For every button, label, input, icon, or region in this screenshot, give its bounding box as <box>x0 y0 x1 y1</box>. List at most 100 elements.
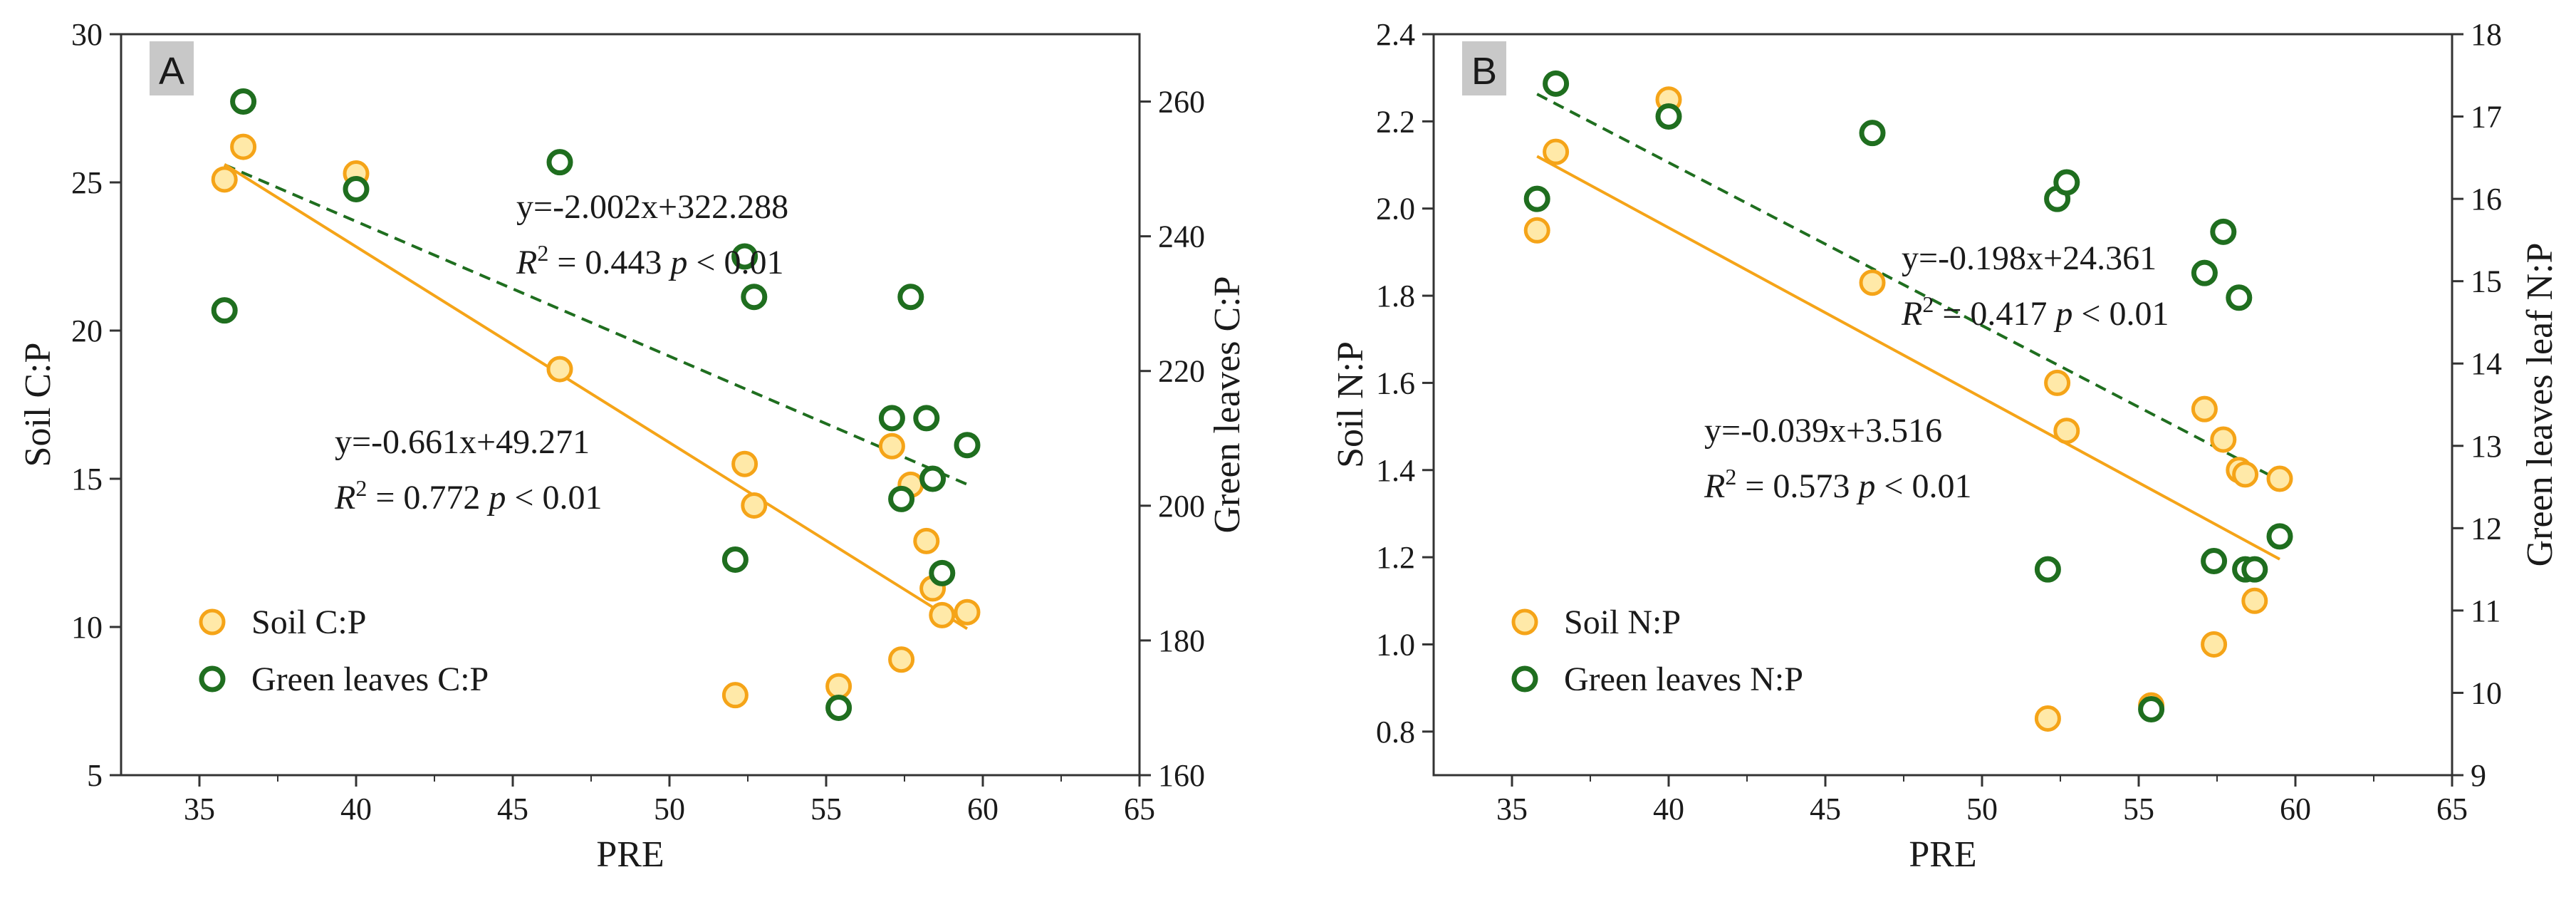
legend-label: Green leaves N:P <box>1564 660 1803 698</box>
fit-r2-line: R2 = 0.772 p < 0.01 <box>334 475 602 517</box>
x-tick-label: 55 <box>810 792 842 826</box>
panel-label: B <box>1471 50 1497 93</box>
y-right-tick-label: 18 <box>2471 17 2502 52</box>
x-tick-label: 65 <box>2436 792 2468 826</box>
y-right-tick-label: 180 <box>1158 623 1205 658</box>
x-axis-title: PRE <box>596 834 664 875</box>
leaf-point <box>2138 696 2165 723</box>
y-left-tick-label: 30 <box>71 17 103 52</box>
leaf-point <box>721 546 749 573</box>
soil-point <box>878 432 905 460</box>
leaf-point <box>230 88 257 115</box>
x-tick-label: 50 <box>654 792 685 826</box>
soil-point <box>721 682 749 709</box>
leaf-point <box>2266 523 2293 550</box>
soil-point <box>211 166 238 193</box>
panel-label-box <box>150 41 194 95</box>
fit-equation: y=-0.661x+49.271 <box>335 423 590 461</box>
y-right-tick-label: 200 <box>1158 489 1205 524</box>
leaf-point <box>897 284 924 311</box>
y-left-tick-label: 25 <box>71 165 103 200</box>
legend-marker <box>199 665 226 693</box>
panel-label: A <box>159 50 184 93</box>
leaf-point <box>2191 259 2218 286</box>
leaf-point <box>954 432 981 459</box>
y-right-tick-label: 14 <box>2471 346 2502 381</box>
soil-point <box>1523 217 1550 244</box>
x-tick-label: 40 <box>340 792 372 826</box>
soil-point <box>888 646 915 673</box>
y-left-tick-label: 5 <box>87 758 103 793</box>
x-axis-title: PRE <box>1909 834 1976 875</box>
leaf-point <box>878 405 905 432</box>
y-right-tick-label: 16 <box>2471 182 2502 217</box>
y-left-axis-title: Soil C:P <box>18 343 58 467</box>
soil-point <box>2044 369 2071 396</box>
soil-point <box>1859 269 1886 296</box>
y-right-tick-label: 10 <box>2471 675 2502 710</box>
soil-point <box>2232 461 2259 488</box>
legend-label: Soil C:P <box>251 603 366 641</box>
x-tick-label: 50 <box>1966 792 1998 826</box>
y-right-tick-label: 240 <box>1158 219 1205 254</box>
leaf-point <box>1655 103 1682 130</box>
fit-equation: y=-0.039x+3.516 <box>1704 412 1942 450</box>
y-left-tick-label: 2.4 <box>1376 17 1415 52</box>
x-tick-label: 60 <box>2280 792 2311 826</box>
leaf-fit-line <box>224 163 968 486</box>
soil-point <box>2201 631 2228 658</box>
y-left-tick-label: 0.8 <box>1376 715 1415 750</box>
y-right-tick-label: 220 <box>1158 354 1205 389</box>
y-left-tick-label: 2.2 <box>1376 104 1415 139</box>
x-tick-label: 35 <box>184 792 215 826</box>
legend-marker <box>1511 608 1538 636</box>
fit-r2-line: R2 = 0.443 p < 0.01 <box>516 240 783 281</box>
leaf-point <box>343 175 370 202</box>
y-left-tick-label: 1.2 <box>1376 540 1415 575</box>
y-right-tick-label: 17 <box>2471 100 2502 135</box>
soil-point <box>2191 395 2218 422</box>
leaf-point <box>2210 218 2237 245</box>
fit-r2-line: R2 = 0.573 p < 0.01 <box>1704 464 1971 505</box>
soil-point <box>2241 587 2268 614</box>
soil-point <box>546 356 573 383</box>
soil-point <box>2053 418 2080 445</box>
legend-label: Soil N:P <box>1564 603 1681 641</box>
x-tick-label: 45 <box>497 792 528 826</box>
x-tick-label: 35 <box>1496 792 1528 826</box>
soil-point <box>825 673 852 700</box>
y-right-axis-title: Green leaves leaf N:P <box>2520 243 2560 567</box>
x-tick-label: 65 <box>1124 792 1155 826</box>
soil-point <box>954 598 981 626</box>
y-left-axis-title: Soil N:P <box>1330 341 1371 468</box>
y-left-tick-label: 2.0 <box>1376 192 1415 227</box>
leaf-point <box>1859 120 1886 147</box>
y-right-tick-label: 260 <box>1158 85 1205 120</box>
leaf-point <box>1543 70 1570 97</box>
leaf-point <box>731 243 758 270</box>
leaf-point <box>2034 556 2061 583</box>
x-tick-label: 60 <box>967 792 998 826</box>
soil-point <box>2266 465 2293 492</box>
leaf-fit-line <box>1536 93 2280 482</box>
fit-equation: y=-2.002x+322.288 <box>516 188 788 226</box>
soil-point <box>913 527 940 554</box>
leaf-point <box>2226 284 2253 311</box>
y-left-tick-label: 1.0 <box>1376 627 1415 662</box>
leaf-point <box>2053 169 2080 196</box>
y-left-tick-label: 1.8 <box>1376 279 1415 313</box>
y-right-tick-label: 15 <box>2471 264 2502 299</box>
panel-b: 35 40 45 50 55 60 65 0.8 1.0 1.2 1.4 1.6 1.8 2.0 2.2 2.… <box>1330 17 2560 875</box>
soil-point <box>741 492 768 519</box>
leaf-point <box>546 149 573 176</box>
leaf-point <box>919 465 947 492</box>
x-tick-label: 40 <box>1653 792 1684 826</box>
y-right-tick-label: 13 <box>2471 429 2502 464</box>
soil-fit-line <box>1536 155 2280 561</box>
soil-point <box>929 601 956 628</box>
y-right-tick-label: 9 <box>2471 758 2486 793</box>
soil-point <box>2034 705 2061 732</box>
leaf-point <box>1523 185 1550 212</box>
leaf-point <box>825 694 852 721</box>
